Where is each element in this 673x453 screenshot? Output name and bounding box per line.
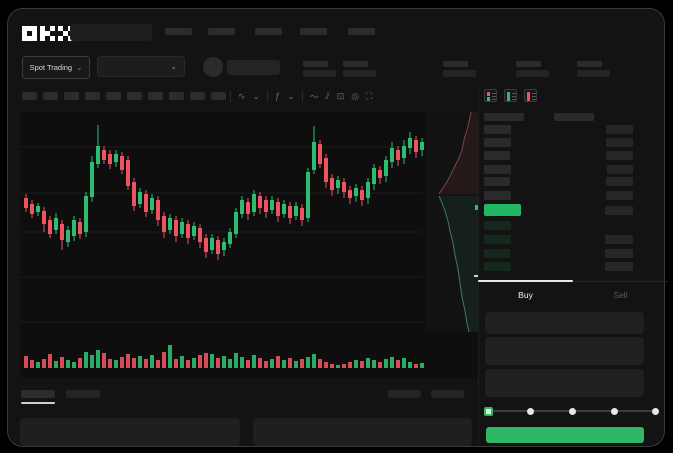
interval-buttons [22,92,226,100]
nav-item[interactable] [300,28,327,35]
stat-value [443,70,476,77]
book-asks-icon[interactable] [524,89,537,102]
interval-button[interactable] [148,92,163,100]
okx-logo [22,26,73,41]
order-history-panel [253,418,472,446]
chart-settings-icon[interactable]: ◎ [351,90,360,101]
line-style-icon[interactable]: 〜 [309,91,319,102]
pair-search-placeholder[interactable] [70,24,152,41]
slider-handle[interactable] [484,407,493,416]
buy-tab-indicator [478,280,573,282]
stat-label [577,61,602,67]
stat-label [343,61,368,67]
fullscreen-icon[interactable]: ⛶ [366,90,373,101]
chevron-down-icon: ⌄ [170,62,177,71]
coin-icon [203,57,223,77]
interval-button[interactable] [22,92,37,100]
coin-name-placeholder [227,60,280,75]
interval-button[interactable] [169,92,184,100]
depth-panel [425,112,478,333]
amount-input[interactable] [485,337,644,365]
tab-buy[interactable]: Buy [518,290,533,300]
candlestick-chart[interactable] [20,112,478,378]
book-col-header-amount [554,113,594,121]
orders-tab-active[interactable] [21,390,55,398]
slider-stop[interactable] [652,408,659,415]
pair-selector-dropdown[interactable]: ⌄ [97,56,185,77]
orders-tab[interactable] [66,390,100,398]
stat-label [516,61,541,67]
slider-stop[interactable] [527,408,534,415]
nav-item[interactable] [255,28,282,35]
interval-button[interactable] [190,92,205,100]
indicators-caret-icon[interactable]: ⌄ [287,90,295,101]
spot-trading-label: Spot Trading [29,63,73,72]
book-combined-icon[interactable] [484,89,497,102]
stat-value [577,70,610,77]
buy-submit-button[interactable] [486,427,644,443]
toolbar-separator [267,90,269,102]
price-input[interactable] [485,312,644,334]
right-panel-divider [478,86,479,446]
stat-label [443,61,468,67]
toolbar-separator [301,90,303,102]
interval-button[interactable] [106,92,121,100]
nav-item[interactable] [208,28,235,35]
draw-tools-icon[interactable]: ⫽ [325,90,330,101]
interval-button[interactable] [43,92,58,100]
slider-stop[interactable] [569,408,576,415]
chart-type-caret-icon[interactable]: ⌄ [252,90,261,101]
indicators-icon[interactable]: ƒ [275,91,281,101]
stat-value [343,70,376,77]
interval-button[interactable] [211,92,226,100]
book-bids-icon[interactable] [504,89,517,102]
more-button[interactable] [431,390,464,398]
chart-tool-icons: ∿ ⌄ ƒ ⌄ 〜 ⫽ ⊡ ◎ ⛶ [230,90,372,102]
spot-trading-dropdown[interactable]: Spot Trading ⌄ [22,56,90,79]
toolbar-separator [230,90,231,102]
orderbook-view-switcher [484,89,537,102]
active-tab-underline [21,402,55,404]
book-col-header-price [484,113,524,121]
chevron-down-icon: ⌄ [76,63,83,72]
open-orders-panel [20,418,240,446]
interval-button[interactable] [127,92,142,100]
chart-type-icon[interactable]: ∿ [238,90,246,101]
nav-item[interactable] [348,28,375,35]
camera-icon[interactable]: ⊡ [336,90,345,101]
interval-button[interactable] [64,92,79,100]
interval-button[interactable] [85,92,100,100]
nav-item[interactable] [165,28,192,35]
stat-value [303,70,336,77]
slider-stop[interactable] [611,408,618,415]
stat-value [516,70,549,77]
total-input[interactable] [485,369,644,397]
tab-divider [478,281,668,282]
history-button[interactable] [388,390,421,398]
stat-label [303,61,328,67]
tab-sell[interactable]: Sell [613,290,628,300]
